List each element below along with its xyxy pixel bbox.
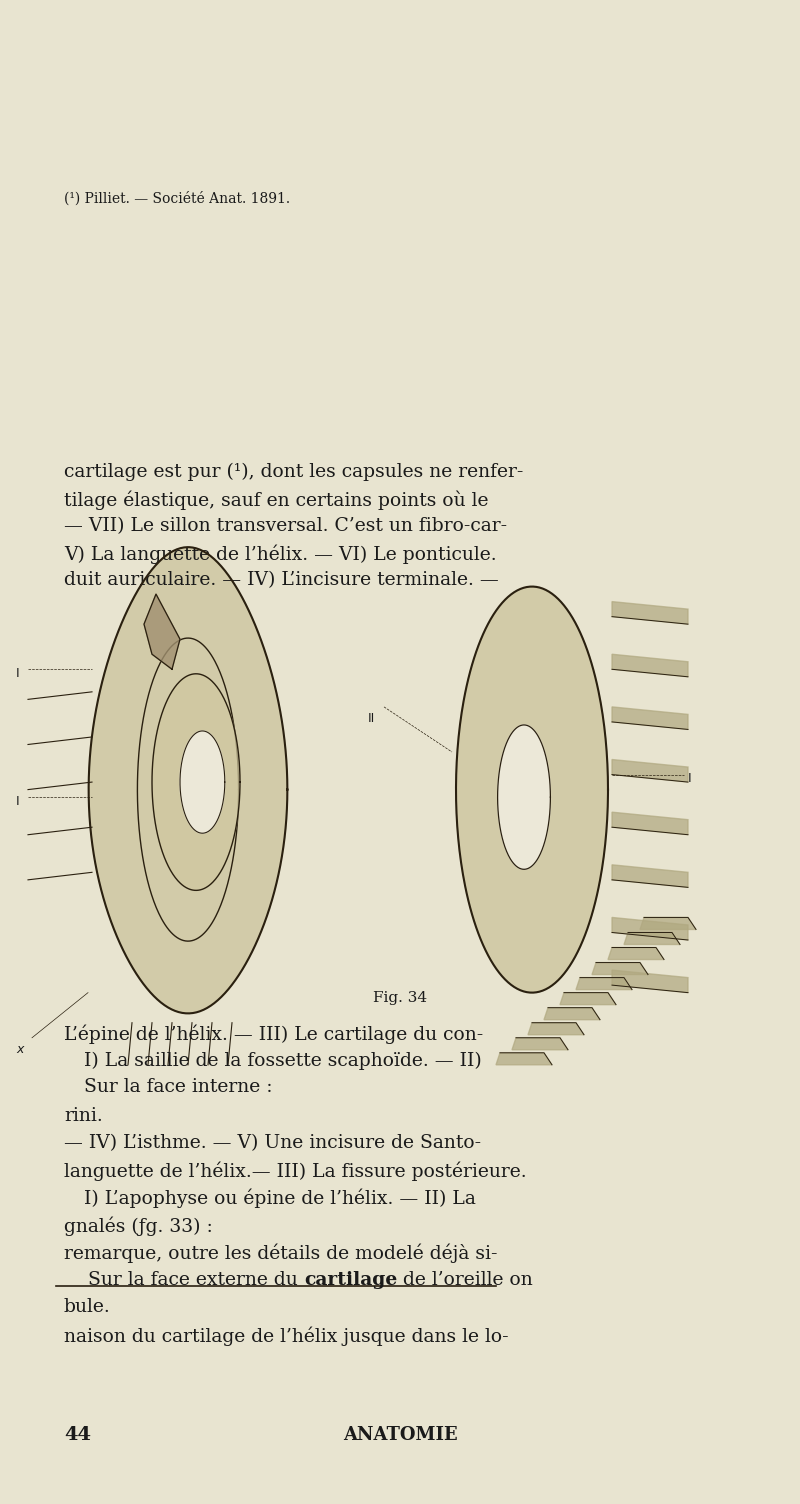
Polygon shape — [612, 917, 688, 940]
Text: duit auriculaire. — IV) L’incisure terminale. —: duit auriculaire. — IV) L’incisure termi… — [64, 572, 498, 590]
Polygon shape — [498, 725, 550, 869]
Text: — VII) Le sillon transversal. C’est un fibro-car-: — VII) Le sillon transversal. C’est un f… — [64, 517, 507, 535]
Polygon shape — [612, 760, 688, 782]
Text: V) La languette de l’hélix. — VI) Le ponticule.: V) La languette de l’hélix. — VI) Le pon… — [64, 544, 497, 564]
Polygon shape — [624, 932, 680, 945]
Text: 44: 44 — [64, 1426, 91, 1444]
Text: ANATOMIE: ANATOMIE — [342, 1426, 458, 1444]
Polygon shape — [612, 970, 688, 993]
Text: Fig. 34: Fig. 34 — [373, 991, 427, 1005]
Text: tilage élastique, sauf en certains points où le: tilage élastique, sauf en certains point… — [64, 490, 489, 510]
Polygon shape — [456, 587, 608, 993]
Text: I: I — [16, 666, 20, 680]
Polygon shape — [544, 1008, 600, 1020]
Polygon shape — [612, 707, 688, 729]
Polygon shape — [144, 594, 180, 669]
Text: II: II — [368, 711, 375, 725]
Text: cartilage: cartilage — [304, 1271, 397, 1289]
Polygon shape — [496, 1053, 552, 1065]
Text: I) L’apophyse ou épine de l’hélix. — II) La: I) L’apophyse ou épine de l’hélix. — II)… — [84, 1188, 476, 1208]
Text: naison du cartilage de l’hélix jusque dans le lo-: naison du cartilage de l’hélix jusque da… — [64, 1327, 509, 1346]
Polygon shape — [612, 812, 688, 835]
Polygon shape — [608, 948, 664, 960]
Text: gnalés (ƒg. 33) :: gnalés (ƒg. 33) : — [64, 1217, 213, 1236]
Text: I) La saillie de la fossette scaphoïde. — II): I) La saillie de la fossette scaphoïde. … — [84, 1051, 482, 1069]
Polygon shape — [640, 917, 696, 929]
Polygon shape — [612, 865, 688, 887]
Polygon shape — [612, 602, 688, 624]
Text: Sur la face interne :: Sur la face interne : — [84, 1078, 273, 1096]
Text: (¹) Pilliet. — Société Anat. 1891.: (¹) Pilliet. — Société Anat. 1891. — [64, 191, 290, 206]
Polygon shape — [180, 731, 225, 833]
Polygon shape — [592, 963, 648, 975]
Polygon shape — [152, 674, 240, 890]
Polygon shape — [528, 1023, 584, 1035]
Text: x: x — [16, 1042, 23, 1056]
Text: bule.: bule. — [64, 1298, 110, 1316]
Polygon shape — [612, 654, 688, 677]
Text: I: I — [688, 772, 692, 785]
Polygon shape — [89, 547, 287, 1014]
Text: L’épine de l’hélix. — III) Le cartilage du con-: L’épine de l’hélix. — III) Le cartilage … — [64, 1024, 483, 1044]
Text: de l’oreille on: de l’oreille on — [397, 1271, 533, 1289]
Text: rini.: rini. — [64, 1107, 102, 1125]
Text: cartilage est pur (¹), dont les capsules ne renfer-: cartilage est pur (¹), dont les capsules… — [64, 463, 523, 481]
Text: remarque, outre les détails de modelé déjà si-: remarque, outre les détails de modelé dé… — [64, 1244, 498, 1263]
Text: Sur la face externe du: Sur la face externe du — [64, 1271, 304, 1289]
Polygon shape — [512, 1038, 568, 1050]
Polygon shape — [560, 993, 616, 1005]
Text: — IV) L’isthme. — V) Une incisure de Santo-: — IV) L’isthme. — V) Une incisure de San… — [64, 1134, 481, 1152]
Text: I: I — [16, 794, 20, 808]
Polygon shape — [576, 978, 632, 990]
Text: languette de l’hélix.— III) La fissure postérieure.: languette de l’hélix.— III) La fissure p… — [64, 1161, 526, 1181]
